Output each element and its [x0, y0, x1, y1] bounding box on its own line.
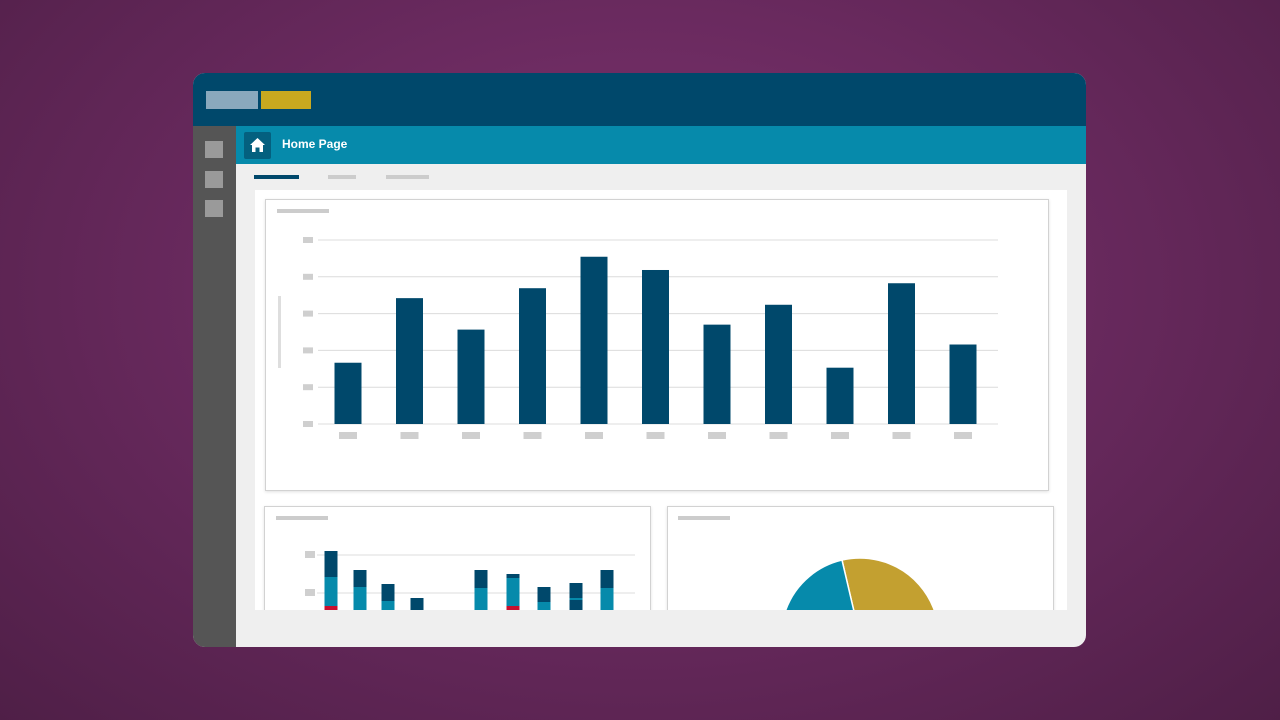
x-tick-label-placeholder — [523, 432, 542, 439]
stacked-chart-panel — [264, 506, 651, 610]
y-tick-label-placeholder — [303, 347, 313, 354]
y-tick-label-placeholder — [303, 421, 313, 427]
y-tick-label-placeholder — [303, 237, 313, 243]
stacked-bar-segment — [600, 588, 614, 610]
pie-chart — [784, 557, 935, 610]
y-tick-label-placeholder — [303, 384, 313, 391]
pie-slice — [841, 557, 935, 610]
bar — [334, 362, 362, 424]
stacked-bar-segment — [324, 551, 338, 577]
x-tick-label-placeholder — [708, 432, 726, 439]
app-window: Home Page — [193, 73, 1086, 647]
panel-title-placeholder — [276, 516, 328, 520]
home-button[interactable] — [244, 132, 271, 159]
bar — [826, 367, 854, 424]
bar — [765, 304, 792, 424]
x-tick-label-placeholder — [339, 432, 357, 439]
stacked-bar-segment — [324, 577, 338, 610]
bar — [580, 256, 608, 424]
y-tick-label-placeholder — [303, 310, 313, 317]
tab-3[interactable] — [386, 175, 429, 179]
x-tick-label-placeholder — [831, 432, 849, 439]
stacked-bar-segment — [569, 600, 583, 610]
stacked-bar-segment — [353, 587, 367, 610]
dashboard-content — [255, 190, 1067, 610]
sidebar-item-1[interactable] — [205, 141, 223, 158]
sidebar-item-3[interactable] — [205, 200, 223, 217]
home-icon — [250, 138, 265, 152]
x-tick-label-placeholder — [400, 432, 419, 439]
bar — [703, 324, 731, 424]
stacked-bar-segment — [600, 570, 614, 588]
sidebar-item-2[interactable] — [205, 171, 223, 188]
stacked-bar-segment — [537, 602, 551, 610]
stacked-bar-segment — [474, 588, 488, 610]
stacked-bar-segment — [381, 601, 395, 610]
bar-chart-panel — [265, 199, 1049, 491]
bar-chart — [278, 237, 998, 439]
nav-bar: Home Page — [236, 126, 1086, 164]
bar — [519, 288, 546, 424]
pie-slice — [784, 559, 855, 610]
x-tick-label-placeholder — [646, 432, 665, 439]
app-logo-block-2 — [261, 91, 311, 109]
bar — [642, 269, 669, 424]
stacked-bar-segment — [506, 574, 520, 578]
stacked-bar-segment — [506, 606, 520, 610]
bar — [888, 283, 915, 424]
stacked-bar-segment — [537, 587, 551, 602]
y-tick-label-placeholder — [305, 551, 315, 558]
panel-title-placeholder — [678, 516, 730, 520]
y-tick-label-placeholder — [305, 589, 315, 596]
bar — [457, 329, 485, 424]
sidebar — [193, 126, 236, 647]
title-bar — [193, 73, 1086, 126]
y-axis-label-placeholder — [278, 296, 281, 368]
bar — [396, 298, 423, 424]
y-tick-label-placeholder — [303, 273, 313, 280]
pie-chart-panel — [667, 506, 1054, 610]
stacked-bar-segment — [381, 584, 395, 601]
x-tick-label-placeholder — [954, 432, 972, 439]
stacked-bar-segment — [324, 606, 338, 610]
app-logo-block-1 — [206, 91, 258, 109]
x-tick-label-placeholder — [585, 432, 603, 439]
stacked-bar-segment — [506, 578, 520, 610]
tab-1[interactable] — [254, 175, 299, 179]
stacked-bar-segment — [474, 570, 488, 588]
tab-2[interactable] — [328, 175, 356, 179]
page-title: Home Page — [282, 137, 348, 151]
stacked-bar-segment — [569, 583, 583, 598]
stacked-bar-segment — [410, 600, 424, 610]
panel-title-placeholder — [277, 209, 329, 213]
bar — [949, 344, 977, 424]
x-tick-label-placeholder — [769, 432, 788, 439]
stacked-bar-chart — [305, 551, 635, 610]
x-tick-label-placeholder — [892, 432, 911, 439]
x-tick-label-placeholder — [462, 432, 480, 439]
stacked-bar-segment — [353, 570, 367, 587]
